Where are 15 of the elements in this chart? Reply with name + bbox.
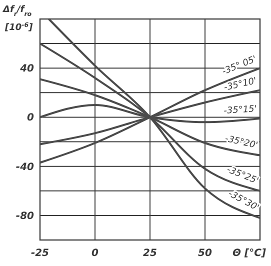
y-tick-label: 0 (27, 112, 34, 124)
y-tick-label: -80 (16, 210, 34, 222)
text: -35°10' (223, 76, 258, 94)
x-axis-title: Θ [°C] (232, 248, 266, 259)
x-tick-label: 50 (198, 248, 212, 259)
text: -35° 05' (220, 54, 258, 78)
x-tick-label: 25 (143, 248, 157, 259)
x-tick-label: -25 (30, 248, 50, 259)
series-label: -35°15' (223, 104, 258, 117)
text: -35°20' (224, 134, 259, 152)
y-tick-label: 40 (19, 64, 34, 75)
y-axis-title: Δf$_{r}$/f$_{ro}$ [10$^{-6}$] (2, 5, 34, 33)
text: -35°25' (225, 165, 260, 187)
y-tick-label: -40 (16, 162, 34, 173)
x-tick-label: 0 (92, 248, 99, 259)
